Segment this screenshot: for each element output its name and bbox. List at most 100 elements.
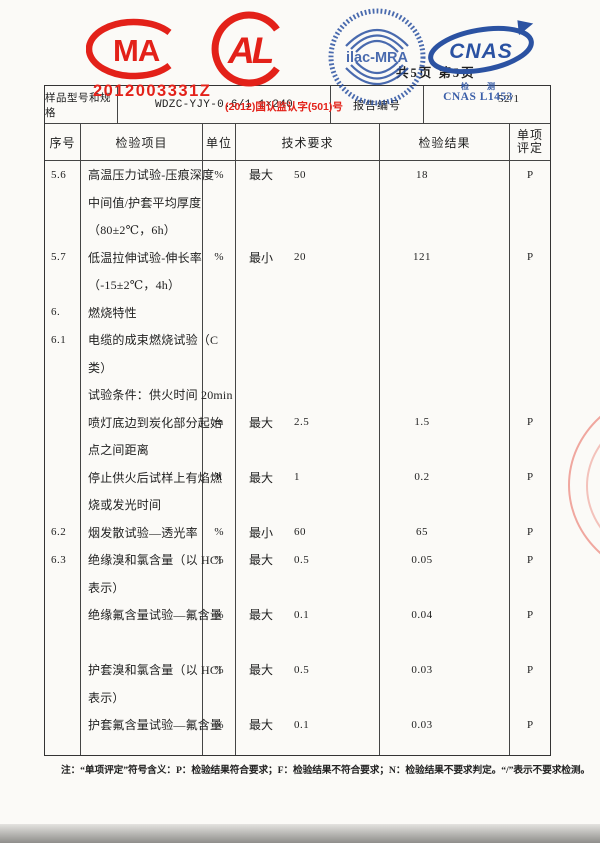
cell-requirement: 最大 0.5	[236, 546, 380, 574]
table-row: 护套氟含量试验—氟含量% 最大 0.1 0.03 P	[45, 711, 550, 739]
cell-seq-no	[45, 463, 81, 491]
cell-verdict	[510, 216, 550, 244]
cell-requirement	[236, 326, 380, 354]
cell-unit: m	[203, 408, 236, 436]
cell-verdict	[510, 354, 550, 382]
cell-seq-no: 6.	[45, 298, 81, 326]
table-row: 绝缘氟含量试验—氟含量% 最大 0.1 0.04 P	[45, 601, 550, 629]
cell-test-item: 护套溴和氯含量（以 HCl	[81, 656, 221, 684]
cell-requirement	[236, 491, 380, 519]
cell-requirement: 最大 2.5	[236, 408, 380, 436]
cell-test-item	[81, 628, 203, 656]
table-row: 护套溴和氯含量（以 HCl% 最大 0.5 0.03 P	[45, 656, 550, 684]
cell-result	[380, 271, 510, 299]
requirement-type: 最大	[249, 718, 274, 733]
cell-verdict: P	[526, 416, 534, 429]
cell-requirement	[236, 353, 380, 381]
filler-cell	[203, 738, 236, 755]
cell-test-item: 燃烧特性	[81, 298, 203, 326]
cell-verdict: P	[526, 553, 534, 566]
cnas-test-mark: 检 测 CNAS L1453	[436, 82, 520, 104]
cell-verdict	[510, 574, 550, 602]
cell-seq-no	[45, 601, 81, 629]
table-row: 6.1 电缆的成束燃烧试验（C	[45, 326, 550, 354]
cell-seq-no	[45, 188, 81, 216]
cell-result	[380, 216, 510, 244]
cell-unit	[203, 573, 236, 601]
cell-result	[380, 326, 510, 354]
requirement-value: 50	[294, 168, 306, 181]
cell-result: 0.2	[380, 463, 510, 491]
page-bottom-shadow	[0, 824, 600, 843]
cell-requirement: 最大 50	[236, 161, 380, 189]
cell-result: 18	[380, 161, 510, 189]
table-row: 停止供火后试样上有焰燃 h 最大 1 0.2 P	[45, 463, 550, 491]
cell-verdict: P	[526, 718, 534, 731]
cell-verdict	[510, 629, 550, 657]
cell-seq-no: 6.3	[45, 546, 81, 574]
requirement-value: 20	[294, 251, 306, 264]
header-requirement: 技术要求	[236, 124, 380, 160]
cell-requirement: 最小 20	[236, 243, 380, 271]
requirement-type: 最大	[249, 168, 274, 183]
table-row: （-15±2℃，4h）	[45, 271, 550, 299]
cell-verdict	[510, 326, 550, 354]
cell-requirement	[236, 271, 380, 299]
cma-logo-icon: MA	[86, 18, 172, 80]
cell-result: 121	[380, 243, 510, 271]
cell-result	[380, 573, 510, 601]
cell-unit: %	[203, 711, 236, 739]
table-row: （80±2℃，6h）	[45, 216, 550, 244]
cell-test-item: 表示）	[81, 683, 203, 711]
cell-unit	[203, 353, 236, 381]
header-verdict-line2: 评定	[516, 141, 543, 155]
cell-test-item: 绝缘溴和氯含量（以 HCl	[81, 546, 221, 574]
inspection-report-table: 样品型号和规格 WDZC-YJY-0.6/1 1×240 报告编号 序号 检验项…	[44, 85, 551, 756]
cell-verdict: P	[526, 251, 534, 264]
filler-cell	[380, 738, 510, 755]
cell-unit	[203, 436, 236, 464]
cell-verdict	[510, 381, 550, 409]
cell-unit	[203, 683, 236, 711]
cell-test-item: 试验条件：供火时间 20min	[81, 381, 232, 409]
cell-unit: %	[203, 161, 236, 189]
cell-unit	[203, 491, 236, 519]
cell-requirement	[236, 628, 380, 656]
cell-requirement	[236, 298, 380, 326]
cell-test-item: 点之间距离	[81, 436, 203, 464]
cell-test-item: 护套氟含量试验—氟含量	[81, 711, 222, 739]
cell-test-item: 停止供火后试样上有焰燃	[81, 463, 222, 491]
filler-cell	[510, 739, 550, 756]
filler-cell	[45, 738, 81, 755]
table-filler-row	[45, 738, 550, 756]
cell-verdict	[510, 189, 550, 217]
cell-verdict	[510, 271, 550, 299]
cell-result	[380, 683, 510, 711]
header-verdict: 单项 评定	[510, 124, 550, 160]
cell-test-item: 绝缘氟含量试验—氟含量	[81, 601, 222, 629]
cell-result: 0.03	[380, 656, 510, 684]
requirement-value: 60	[294, 526, 306, 539]
cell-requirement	[236, 683, 380, 711]
cell-result	[380, 353, 510, 381]
cell-requirement: 最大 0.5	[236, 656, 380, 684]
cell-verdict: P	[526, 608, 534, 621]
cell-verdict: P	[526, 526, 534, 539]
cell-test-item: 烟发散试验—透光率	[81, 518, 203, 546]
ilac-text: ilac-MRA	[346, 50, 409, 66]
cell-verdict	[510, 299, 550, 327]
requirement-type: 最大	[249, 553, 274, 568]
table-row: 点之间距离	[45, 436, 550, 464]
table-body: 5.6 高温压力试验-压痕深度% 最大 50 18 P 中间值/护套平均厚度 （80±2℃，6…	[45, 161, 550, 755]
requirement-value: 1	[294, 471, 300, 484]
requirement-value: 0.5	[294, 553, 310, 566]
cell-seq-no: 6.2	[45, 518, 81, 546]
requirement-type: 最大	[249, 663, 274, 678]
cell-seq-no	[45, 656, 81, 684]
requirement-value: 0.1	[294, 608, 310, 621]
table-row: 喷灯底边到炭化部分起始 m 最大 2.5 1.5 P	[45, 408, 550, 436]
cell-seq-no	[45, 628, 81, 656]
cnas-mark-line2: CNAS L1453	[443, 91, 513, 103]
requirement-value: 2.5	[294, 416, 310, 429]
cell-test-item: 烧或发光时间	[81, 491, 203, 519]
